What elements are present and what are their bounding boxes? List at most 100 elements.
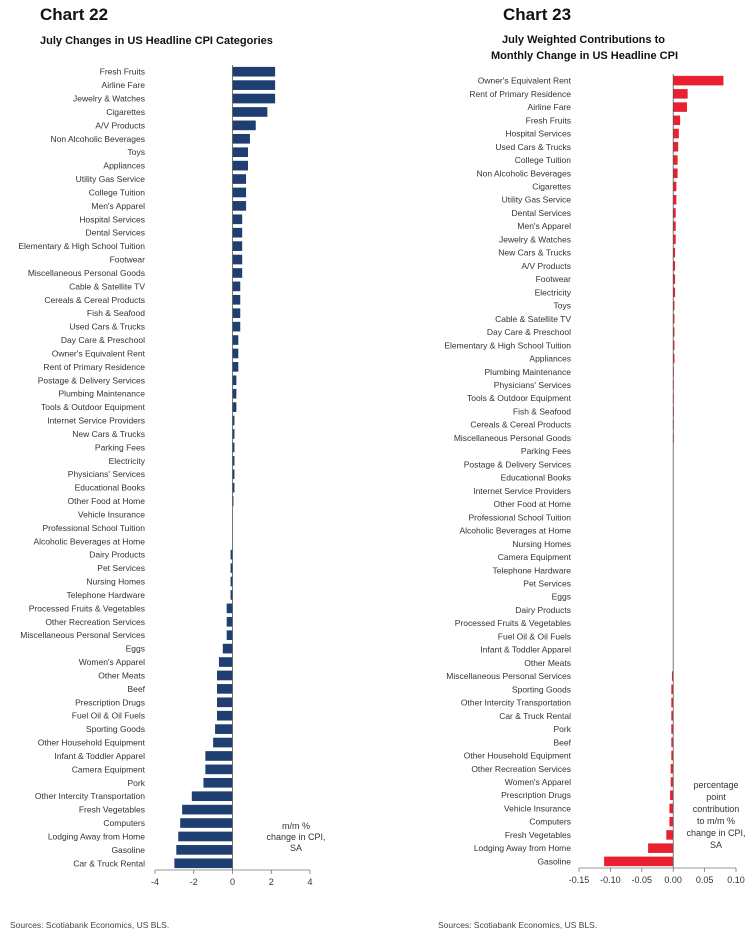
category-label: Other Recreation Services <box>471 764 571 774</box>
category-label: Parking Fees <box>95 442 145 452</box>
bar <box>232 362 239 372</box>
bar <box>673 353 675 364</box>
category-label: Nursing Homes <box>86 577 145 587</box>
category-label: Fresh Vegetables <box>505 830 571 840</box>
bar <box>232 482 235 493</box>
bar <box>673 89 688 99</box>
chart-23-plot: Owner's Equivalent Rent Rent of Primary R… <box>444 74 746 885</box>
category-label: Electricity <box>535 287 572 297</box>
category-label: Footwear <box>536 274 572 284</box>
bar <box>232 348 239 359</box>
category-label: Other Household Equipment <box>38 738 146 748</box>
bar <box>232 80 276 90</box>
category-label: Computers <box>529 817 571 827</box>
bar <box>230 576 233 587</box>
category-label: Gasoline <box>537 856 571 866</box>
bar <box>673 314 675 324</box>
category-label: Eggs <box>552 592 571 602</box>
chart-23-title-line-1: July Weighted Contributions to <box>502 34 665 46</box>
bar <box>232 174 247 184</box>
category-label: Dairy Products <box>515 605 571 615</box>
bar <box>673 287 676 298</box>
bar <box>673 221 676 231</box>
bar <box>671 711 674 721</box>
bar <box>671 684 674 695</box>
bar <box>673 274 676 284</box>
chart-22-plot: Fresh Fruits Airline Fare Jewelry & Watche… <box>18 65 326 887</box>
bar <box>232 214 243 225</box>
category-label: Eggs <box>126 644 145 654</box>
category-label: Camera Equipment <box>72 764 146 774</box>
category-label: Vehicle Insurance <box>78 509 145 519</box>
category-label: Professional School Tuition <box>468 512 571 522</box>
category-label: Professional School Tuition <box>42 523 145 533</box>
category-label: Miscellaneous Personal Services <box>446 671 571 681</box>
category-label: New Cars & Trucks <box>498 248 571 258</box>
category-label: Elementary & High School Tuition <box>444 340 571 350</box>
category-label: Beef <box>128 684 146 694</box>
category-label: Cable & Satellite TV <box>69 281 145 291</box>
bar <box>232 66 276 77</box>
bar <box>673 128 679 139</box>
bar <box>222 643 233 654</box>
category-label: Fresh Fruits <box>100 67 145 77</box>
category-label: Fish & Seafood <box>87 308 145 318</box>
bar <box>673 327 675 337</box>
units-note-line: m/m % <box>282 821 310 831</box>
units-note-line: contribution <box>693 804 740 814</box>
category-label: Tools & Outdoor Equipment <box>467 393 572 403</box>
category-label: Fresh Fruits <box>526 115 571 125</box>
category-label: Pet Services <box>97 563 145 573</box>
bar <box>670 777 674 787</box>
bar <box>232 308 241 319</box>
category-label: Fuel Oil & Oil Fuels <box>72 711 145 721</box>
category-label: Owner's Equivalent Rent <box>478 76 572 86</box>
bar <box>218 657 233 667</box>
x-tick-label: 0.05 <box>696 875 714 885</box>
category-label: Tools & Outdoor Equipment <box>41 402 146 412</box>
bar <box>215 724 233 734</box>
category-label: Rent of Primary Residence <box>469 89 571 99</box>
bar <box>670 790 674 800</box>
category-label: Dairy Products <box>89 550 145 560</box>
category-label: Miscellaneous Personal Goods <box>28 268 145 278</box>
category-label: Prescription Drugs <box>75 697 145 707</box>
bar <box>230 549 233 560</box>
bar <box>232 120 256 131</box>
category-label: Lodging Away from Home <box>474 843 571 853</box>
chart-23-title-line-2: Monthly Change in US Headline CPI <box>491 50 679 62</box>
category-label: Processed Fruits & Vegetables <box>455 618 571 628</box>
bar <box>191 791 233 802</box>
bar <box>180 818 233 828</box>
bar <box>176 845 233 855</box>
category-label: Fuel Oil & Oil Fuels <box>498 631 571 641</box>
bar <box>232 241 243 251</box>
units-note-line: SA <box>710 840 722 850</box>
category-label: Electricity <box>109 456 146 466</box>
bar <box>232 321 241 332</box>
bar <box>673 75 724 86</box>
bar <box>232 107 268 117</box>
x-tick-label: -0.10 <box>600 875 621 885</box>
category-label: Internet Service Providers <box>473 486 571 496</box>
category-label: Day Care & Preschool <box>61 335 145 345</box>
category-label: Other Intercity Transportation <box>461 698 571 708</box>
category-label: Cable & Satellite TV <box>495 314 571 324</box>
units-note-line: change in CPI, <box>686 828 745 838</box>
chart-22-title: July Changes in US Headline CPI Categori… <box>40 35 273 47</box>
bar <box>182 804 233 815</box>
bar <box>673 155 678 165</box>
bar <box>217 684 233 694</box>
category-label: Women's Apparel <box>505 777 571 787</box>
category-label: Telephone Hardware <box>493 565 572 575</box>
category-label: Alcoholic Beverages at Home <box>459 526 571 536</box>
bar <box>226 630 233 641</box>
category-label: Fresh Vegetables <box>79 805 145 815</box>
category-label: Non Alcoholic Beverages <box>476 168 571 178</box>
category-label: Cereals & Cereal Products <box>44 295 145 305</box>
category-label: Other Intercity Transportation <box>35 791 145 801</box>
bar <box>205 764 233 775</box>
category-label: Camera Equipment <box>498 552 572 562</box>
category-label: Miscellaneous Personal Services <box>20 630 145 640</box>
bar <box>671 750 674 761</box>
